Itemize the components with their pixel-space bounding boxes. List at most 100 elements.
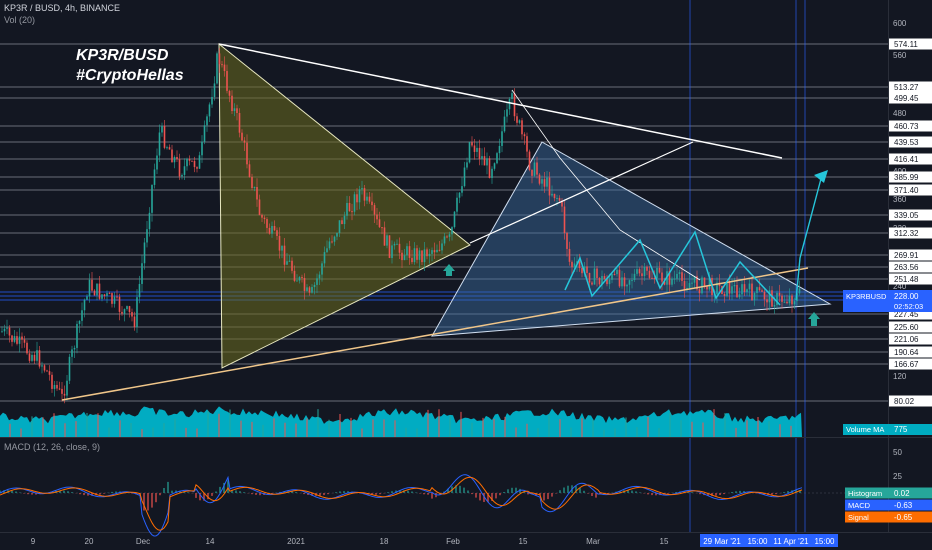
candle-body bbox=[321, 263, 323, 275]
candle-body bbox=[688, 283, 691, 288]
candle-body bbox=[236, 108, 238, 114]
candle-body bbox=[378, 219, 381, 228]
candle-body bbox=[553, 193, 556, 199]
candle-body bbox=[548, 177, 551, 196]
candle-body bbox=[383, 227, 386, 246]
candle-body bbox=[496, 153, 498, 164]
signal-tag-label: Signal bbox=[848, 513, 869, 522]
candle-body bbox=[676, 273, 678, 279]
level-tag-11: 263.56 bbox=[894, 263, 919, 272]
projection-line bbox=[795, 174, 823, 301]
time-highlight-1: 15:00 bbox=[747, 537, 768, 546]
candle-body bbox=[201, 141, 203, 156]
candle-body bbox=[798, 288, 801, 294]
candle-body bbox=[586, 266, 588, 273]
level-tag-10: 269.91 bbox=[894, 251, 919, 260]
candle-body bbox=[223, 64, 226, 72]
candle-body bbox=[783, 301, 786, 303]
level-tag-bg-17 bbox=[889, 358, 932, 370]
candle-body bbox=[641, 273, 643, 277]
candle-body bbox=[418, 250, 421, 260]
candle-body bbox=[26, 342, 28, 354]
candle-body bbox=[243, 140, 246, 143]
candle-body bbox=[603, 276, 606, 280]
ascending-support-line bbox=[61, 267, 809, 401]
candle-body bbox=[103, 294, 106, 297]
candle-body bbox=[291, 260, 293, 271]
candle-body bbox=[376, 214, 378, 220]
candle-body bbox=[158, 132, 161, 156]
level-tag-bg-10 bbox=[889, 249, 932, 261]
candle-body bbox=[276, 230, 278, 236]
time-highlight-bg-0 bbox=[700, 534, 744, 547]
candle-body bbox=[576, 261, 578, 264]
candle-body bbox=[683, 281, 686, 290]
candle-body bbox=[343, 215, 346, 225]
level-tag-bg-11 bbox=[889, 261, 932, 273]
candle-body bbox=[518, 120, 521, 123]
candle-body bbox=[283, 245, 286, 265]
candle-body bbox=[616, 269, 618, 275]
price-tick-1: 560 bbox=[893, 51, 907, 60]
candle-body bbox=[326, 248, 328, 253]
candle-body bbox=[216, 53, 218, 84]
candle-body bbox=[463, 167, 466, 187]
candle-body bbox=[218, 53, 221, 65]
candle-body bbox=[658, 267, 661, 273]
candle-body bbox=[466, 162, 468, 168]
candle-body bbox=[313, 284, 316, 288]
candle-body bbox=[126, 306, 128, 310]
candle-body bbox=[1, 331, 3, 333]
candle-body bbox=[493, 163, 496, 169]
level-tag-13: 227.45 bbox=[894, 310, 919, 319]
candle-body bbox=[71, 349, 73, 357]
candle-body bbox=[578, 261, 581, 269]
candle-body bbox=[353, 194, 356, 212]
candle-body bbox=[458, 192, 461, 198]
candle-body bbox=[773, 305, 776, 307]
level-tag-3: 460.73 bbox=[894, 122, 919, 131]
candle-body bbox=[221, 64, 223, 66]
candle-body bbox=[371, 201, 373, 206]
level-tag-bg-8 bbox=[889, 209, 932, 221]
candle-body bbox=[623, 277, 626, 287]
wedge-support-line bbox=[469, 141, 694, 244]
candle-body bbox=[166, 147, 168, 149]
last-price-countdown: 02:52:03 bbox=[894, 302, 923, 311]
price-tick-0: 600 bbox=[893, 19, 907, 28]
level-tag-4: 439.53 bbox=[894, 138, 919, 147]
candle-body bbox=[181, 174, 183, 177]
price-tick-2: 480 bbox=[893, 109, 907, 118]
candle-body bbox=[501, 131, 503, 146]
candle-body bbox=[453, 211, 456, 228]
candle-body bbox=[173, 157, 176, 163]
candle-body bbox=[351, 211, 353, 213]
candle-body bbox=[61, 388, 63, 394]
level-tag-5: 416.41 bbox=[894, 155, 919, 164]
candle-body bbox=[208, 104, 211, 117]
level-tag-12: 251.48 bbox=[894, 275, 919, 284]
candle-body bbox=[368, 196, 371, 202]
candle-body bbox=[663, 281, 666, 285]
candle-body bbox=[311, 287, 313, 293]
candle-body bbox=[111, 293, 113, 304]
candle-body bbox=[646, 266, 648, 271]
histogram-tag-bg bbox=[845, 487, 932, 499]
candle-body bbox=[288, 260, 291, 262]
candle-body bbox=[618, 269, 621, 287]
candle-body bbox=[393, 243, 396, 246]
candle-body bbox=[486, 158, 488, 166]
candle-body bbox=[638, 269, 641, 274]
candle-body bbox=[591, 282, 593, 285]
histogram-tag-value: 0.02 bbox=[894, 489, 910, 498]
candle-body bbox=[631, 280, 633, 282]
symbol-title: KP3R / BUSD, 4h, BINANCE bbox=[4, 3, 121, 13]
volume-area bbox=[0, 406, 802, 437]
candle-body bbox=[413, 248, 416, 263]
candle-body bbox=[588, 272, 591, 283]
candle-body bbox=[741, 284, 743, 295]
candle-body bbox=[331, 241, 333, 243]
candle-body bbox=[471, 142, 473, 146]
last-price-value: 228.00 bbox=[894, 292, 919, 301]
